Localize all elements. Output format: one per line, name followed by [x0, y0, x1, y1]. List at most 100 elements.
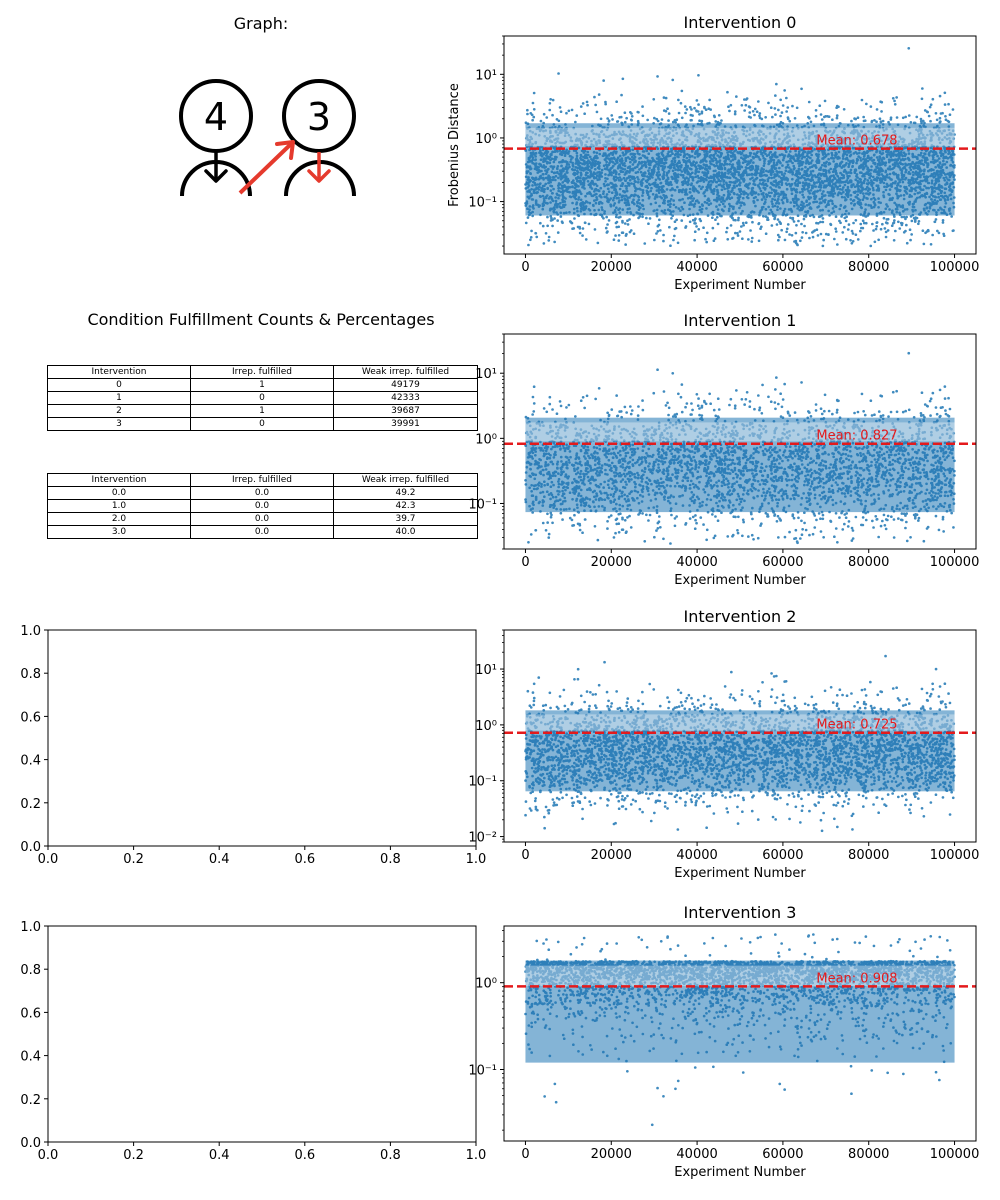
node-4-label: 4: [204, 95, 228, 139]
table-cell: 0.0: [190, 499, 334, 513]
table-cell: 0.0: [190, 486, 334, 500]
table-cell: 3.0: [47, 525, 191, 539]
x-axis-label: Experiment Number: [674, 1165, 806, 1180]
graph-diagram: 4 3: [160, 60, 380, 196]
table-header-row: Intervention Irrep. fulfilled Weak irrep…: [47, 365, 478, 379]
x-tick-label: 60000: [762, 555, 803, 570]
y-tick-label: 0.6: [20, 1006, 41, 1021]
table-cell: 0: [190, 417, 334, 431]
table-row: 1.0 0.0 42.3: [47, 499, 478, 513]
mean-label: Mean: 0.908: [816, 971, 897, 986]
counts-table: Intervention Irrep. fulfilled Weak irrep…: [47, 365, 478, 431]
x-tick-label: 20000: [591, 555, 632, 570]
x-tick-label: 60000: [762, 848, 803, 863]
x-tick-label: 80000: [848, 1147, 889, 1162]
x-tick-label: 20000: [591, 848, 632, 863]
mean-label: Mean: 0.725: [816, 718, 897, 733]
intervention-3-chart: Intervention 3 Mean: 0.908 0 20000 40000 6000…: [468, 903, 980, 1180]
mean-label: Mean: 0.678: [816, 134, 897, 149]
table-cell: 0: [47, 378, 191, 392]
table-cell: 40.0: [333, 525, 478, 539]
y-tick-label: 1.0: [20, 624, 41, 639]
y-tick-label: 0.0: [20, 1136, 41, 1151]
dense-point-band: [525, 417, 955, 513]
table-row: 3 0 39991: [47, 417, 478, 431]
table-cell: 0.0: [47, 486, 191, 500]
x-axis-label: Experiment Number: [674, 573, 806, 588]
table-cell: 3: [47, 417, 191, 431]
dense-point-band: [525, 123, 955, 216]
table-row: 0 1 49179: [47, 378, 478, 392]
table-cell: 1.0: [47, 499, 191, 513]
edge-4-down-arrow: [204, 152, 228, 183]
table-header-cell: Irrep. fulfilled: [190, 473, 334, 487]
chart-title: Intervention 3: [684, 903, 797, 922]
x-tick-label: 60000: [762, 1147, 803, 1162]
y-tick-label: 10¹: [475, 68, 497, 83]
edge-3-down-arrow: [307, 152, 331, 183]
y-tick-label: 0.8: [20, 667, 41, 682]
plot-frame: [503, 629, 977, 843]
x-tick-label: 0: [521, 555, 529, 570]
empty-axes-upper: 0.0 0.2 0.4 0.6 0.8 1.0 0.0 0.2 0.4 0.6 0.8 1.0: [20, 624, 486, 867]
table-header-row: Intervention Irrep. fulfilled Weak irrep…: [47, 473, 478, 487]
y-tick-label: 0.6: [20, 710, 41, 725]
chart-title: Intervention 2: [684, 607, 797, 626]
y-tick-label: 10⁻¹: [468, 196, 497, 211]
table-row: 0.0 0.0 49.2: [47, 486, 478, 500]
x-tick-label: 0.2: [123, 852, 144, 867]
y-axis-label: Frobenius Distance: [447, 83, 462, 207]
x-tick-label: 100000: [930, 555, 980, 570]
x-tick-label: 0.4: [209, 852, 230, 867]
x-tick-label: 0: [521, 1147, 529, 1162]
table-cell: 1: [190, 378, 334, 392]
x-tick-label: 80000: [848, 555, 889, 570]
plot-frame: [503, 925, 977, 1142]
x-tick-label: 40000: [676, 555, 717, 570]
y-tick-label: 10¹: [475, 663, 497, 678]
x-tick-label: 1.0: [466, 1148, 487, 1163]
table-cell: 2.0: [47, 512, 191, 526]
x-tick-label: 0.8: [380, 1148, 401, 1163]
x-tick-label: 0.6: [294, 1148, 315, 1163]
x-axis-label: Experiment Number: [674, 866, 806, 881]
table-row: 2 1 39687: [47, 404, 478, 418]
table-cell: 0.0: [190, 512, 334, 526]
x-tick-label: 40000: [676, 848, 717, 863]
y-tick-label: 0.2: [20, 1093, 41, 1108]
y-tick-label: 10⁰: [475, 977, 497, 992]
plot-frame: [503, 35, 977, 255]
node-4: 4: [179, 79, 253, 153]
chart-title: Intervention 0: [684, 13, 797, 32]
intervention-1-chart: Intervention 1 Mean: 0.827 0 20000 40000 6000…: [468, 311, 980, 588]
x-tick-label: 0: [521, 260, 529, 275]
table-panel-title: Condition Fulfillment Counts & Percentag…: [87, 310, 435, 329]
x-tick-label: 0.0: [38, 1148, 59, 1163]
x-tick-label: 0.6: [294, 852, 315, 867]
x-tick-label: 0: [521, 848, 529, 863]
dense-point-band: [525, 960, 955, 1063]
x-tick-label: 0.2: [123, 1148, 144, 1163]
x-tick-label: 40000: [676, 260, 717, 275]
chart-title: Intervention 1: [684, 311, 797, 330]
x-tick-label: 80000: [848, 848, 889, 863]
x-tick-label: 0.4: [209, 1148, 230, 1163]
x-tick-label: 100000: [930, 260, 980, 275]
y-tick-label: 1.0: [20, 920, 41, 935]
x-tick-label: 60000: [762, 260, 803, 275]
x-tick-label: 100000: [930, 1147, 980, 1162]
table-row: 2.0 0.0 39.7: [47, 512, 478, 526]
x-tick-label: 0.0: [38, 852, 59, 867]
x-tick-label: 20000: [591, 1147, 632, 1162]
x-tick-label: 0.8: [380, 852, 401, 867]
graph-svg: 4 3: [179, 79, 356, 196]
table-row: 3.0 0.0 40.0: [47, 525, 478, 539]
table-cell: 0: [190, 391, 334, 405]
y-tick-label: 0.4: [20, 754, 41, 769]
table-cell: 2: [47, 404, 191, 418]
intervention-0-chart: Intervention 0 Mean: 0.678 0 20000 40000 6000…: [447, 13, 980, 293]
table-row: 1 0 42333: [47, 391, 478, 405]
dense-point-band: [525, 710, 955, 792]
y-tick-label: 10⁰: [475, 132, 497, 147]
y-tick-label: 0.4: [20, 1050, 41, 1065]
